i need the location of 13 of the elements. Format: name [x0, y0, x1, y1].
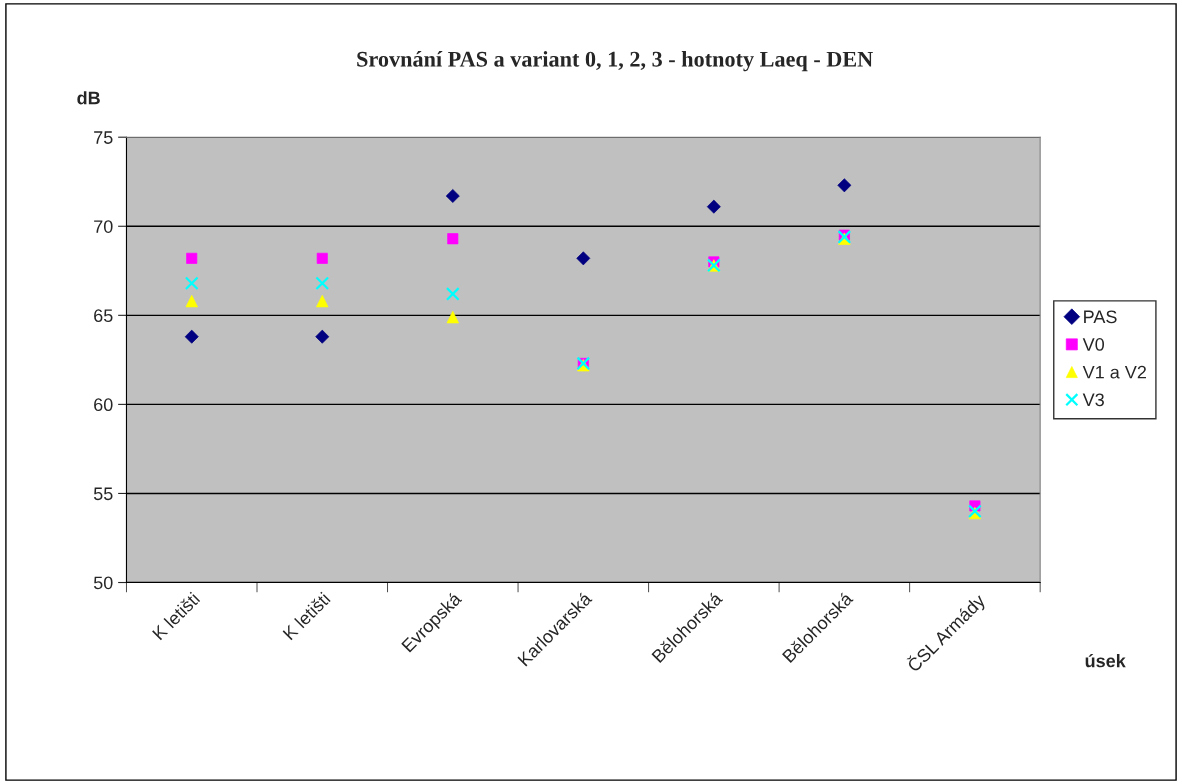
y-tick-label: 50: [93, 576, 113, 590]
legend-label: V0: [1082, 338, 1105, 351]
y-tick-label: 75: [94, 131, 113, 144]
y-tick-label: 65: [94, 309, 113, 323]
legend-label: PAS: [1084, 310, 1117, 324]
y-tick-label: 55: [93, 487, 113, 501]
y-tick-label: 70: [94, 220, 113, 233]
legend-label: V1 a V2: [1082, 365, 1146, 379]
y-axis-title: dB: [77, 91, 100, 105]
chart-title: Srovnání PAS a variant 0, 1, 2, 3 - hotnoty Laeq - DEN: [357, 51, 873, 72]
legend-label: V3: [1082, 393, 1104, 407]
y-tick-label: 60: [94, 398, 113, 412]
x-axis-title: úsek: [1085, 653, 1126, 668]
